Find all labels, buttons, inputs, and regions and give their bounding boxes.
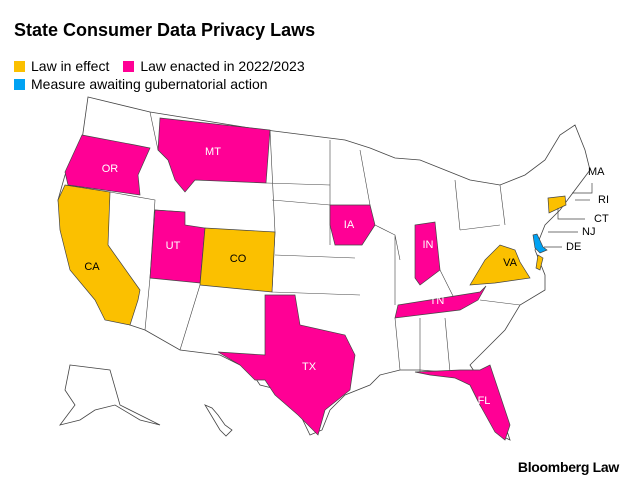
label-VA: VA [503,257,518,269]
callout-lines [544,183,593,248]
legend-label: Law enacted in 2022/2023 [140,58,305,74]
state-VA [469,244,531,286]
state-CA [57,184,141,326]
legend-label: Measure awaiting gubernatorial action [31,76,268,92]
state-OR [64,134,151,196]
state-IA [329,204,376,246]
legend-item-law-in-effect: Law in effect Law enacted in 2022/2023 [14,58,305,74]
label-CO: CO [230,253,247,265]
state-TN [394,285,487,319]
callout-RI: RI [598,194,609,206]
label-TN: TN [430,295,445,307]
state-CT [547,195,567,214]
label-FL: FL [478,395,491,407]
bloomberg-law-logo: Bloomberg Law [517,459,619,475]
state-VA-eastern-shore [535,254,544,271]
legend-item-awaiting: Measure awaiting gubernatorial action [14,76,268,92]
label-UT: UT [166,240,181,252]
legend-label: Law in effect [31,58,110,74]
label-IA: IA [344,219,355,231]
state-IN [414,221,441,286]
state-FL [414,364,511,441]
state-TX [217,294,356,436]
state-CO [199,227,276,293]
hawaii [204,404,233,437]
callout-DE: DE [566,241,581,253]
label-IN: IN [423,239,434,251]
label-CA: CA [84,261,100,273]
label-OR: OR [102,163,119,175]
legend-swatch [123,60,135,72]
alaska [59,364,161,426]
callout-labels: MA RI CT NJ DE [566,166,609,253]
label-MT: MT [205,146,221,158]
callout-CT: CT [594,213,609,225]
state-DE [532,233,548,254]
state-MT [157,117,271,193]
callout-MA: MA [588,166,605,178]
callout-NJ: NJ [582,226,595,238]
legend-swatch [14,60,25,72]
legend-swatch [14,78,25,90]
state-labels: OR MT CA UT CO IA IN VA TN TX FL [84,146,517,407]
map-title: State Consumer Data Privacy Laws [14,20,316,40]
label-TX: TX [302,361,317,373]
